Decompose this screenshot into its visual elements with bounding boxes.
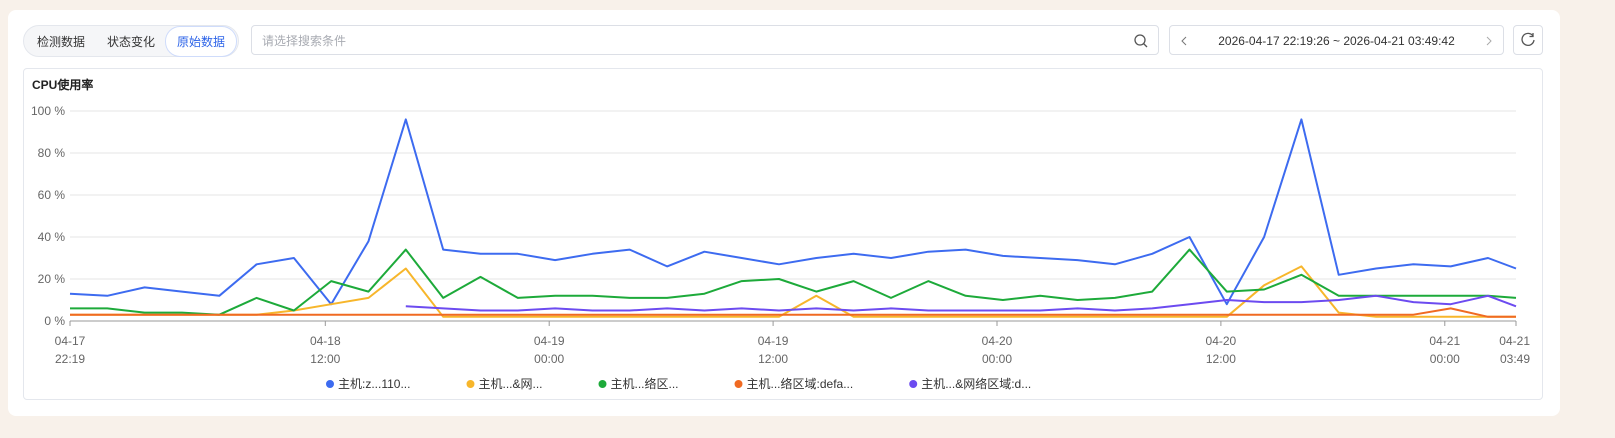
x-tick-label: 04-21 00:00 [1429,334,1460,366]
legend-label: 主机...络区... [611,376,679,391]
series-line [70,265,1516,318]
card [8,10,1560,416]
x-tick-label: 04-20 00:00 [982,334,1013,366]
legend-label: 主机...络区域:defa... [747,376,854,391]
y-tick-label: 80 % [38,146,66,160]
x-tick-label: 04-21 03:49 [1499,334,1530,366]
series-line [405,294,1517,312]
x-tick-label: 04-18 12:00 [310,334,341,366]
tabs: 检测数据 状态变化 原始数据 [23,25,240,57]
refresh-button[interactable] [1513,25,1543,55]
tab[interactable]: 检测数据 [37,34,86,49]
legend-label: 主机...&网... [478,377,542,391]
y-tick-label: 20 % [38,272,66,286]
legend-marker [909,380,918,388]
prev-icon[interactable] [1180,36,1188,46]
search-icon [1134,34,1148,48]
series-line [69,118,1517,306]
chart-title: CPU使用率 [32,77,93,92]
x-tick-label: 04-19 12:00 [758,334,789,366]
legend-marker [326,380,334,388]
x-tick-label: 04-19 00:00 [534,334,565,366]
next-icon[interactable] [1485,36,1493,46]
search-box[interactable]: 请选择搜索条件 [251,25,1159,55]
y-tick-label: 100 % [31,104,65,118]
date-range: 2026-04-17 22:19:26 ~ 2026-04-21 03:49:4… [1218,34,1455,48]
y-tick-label: 40 % [38,230,66,244]
chart-panel [23,68,1543,400]
legend-marker [466,380,475,388]
tab-active[interactable]: 原始数据 [166,26,237,56]
series-line [70,248,1517,316]
legend-label: 主机:z...110... [338,377,410,391]
date-picker[interactable]: 2026-04-17 22:19:26 ~ 2026-04-21 03:49:4… [1169,25,1504,55]
y-tick-label: 60 % [38,188,66,202]
search-placeholder: 请选择搜索条件 [262,34,347,48]
series-line [70,307,1516,318]
x-tick-label: 04-20 12:00 [1206,334,1237,366]
legend-marker [734,380,743,388]
refresh-icon [1521,32,1535,46]
legend-marker [598,380,607,388]
y-tick-label: 0 % [44,314,65,328]
x-tick-label: 04-17 22:19 [55,334,86,366]
legend-label: 主机...&网络区域:d... [921,376,1031,391]
tab[interactable]: 状态变化 [107,34,156,49]
